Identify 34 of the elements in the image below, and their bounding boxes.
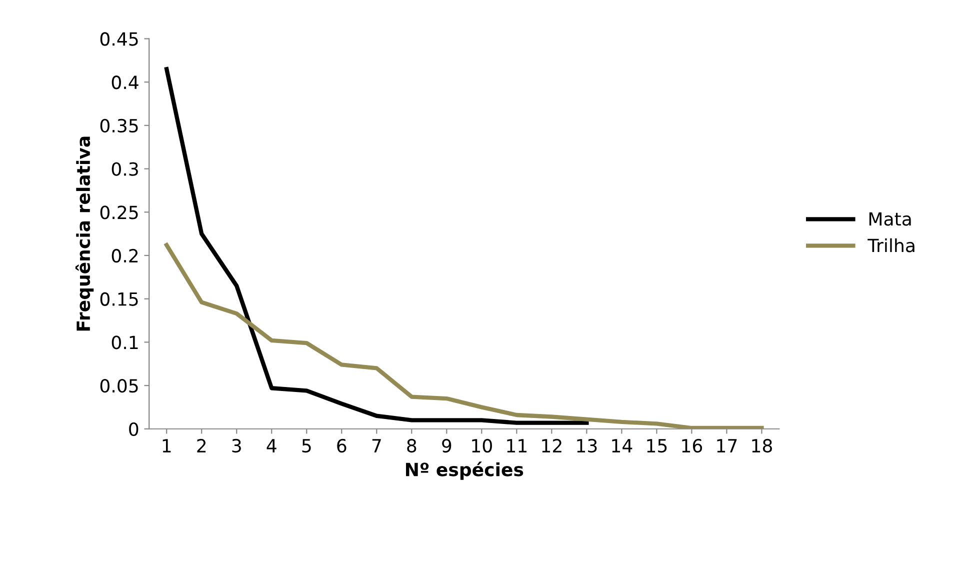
y-tick-label: 0.3 [112,162,138,176]
legend-label: Mata [869,212,911,226]
y-tick-label: 0.45 [100,32,138,46]
x-tick-label: 14 [612,439,632,452]
y-tick-label: 0.4 [112,76,138,90]
x-axis-title: Nº espécies [406,462,524,480]
y-tick-label: 0.25 [100,206,138,220]
x-tick-label: 18 [752,438,772,453]
y-tick-label: 0.15 [100,292,138,306]
y-tick-label: 0.1 [112,336,138,350]
x-tick-label: 3 [232,438,241,453]
x-tick-label: 13 [577,438,597,453]
x-tick-label: 12 [542,438,562,452]
x-tick-label: 15 [647,439,667,453]
x-tick-label: 2 [197,438,206,452]
x-tick-label: 7 [372,439,381,452]
x-tick-label: 16 [682,438,702,453]
y-tick-label: 0.35 [100,118,138,133]
line-series [164,242,764,429]
y-tick-label: 0 [129,422,138,436]
y-tick-label: 0.2 [112,248,138,263]
x-tick-label: 1 [162,439,171,452]
x-tick-label: 9 [442,438,452,453]
x-tick-label: 17 [717,439,737,452]
line-series [164,66,589,425]
y-tick-label: 0.05 [100,378,138,393]
x-tick-label: 10 [472,438,492,453]
legend-label: Trilha [868,238,914,252]
x-tick-label: 11 [507,439,526,452]
x-tick-label: 8 [407,438,416,453]
x-tick-label: 5 [302,439,311,453]
y-axis-title: Frequência relativa [75,136,94,331]
x-tick-label: 4 [266,439,276,452]
x-tick-label: 6 [337,438,346,453]
